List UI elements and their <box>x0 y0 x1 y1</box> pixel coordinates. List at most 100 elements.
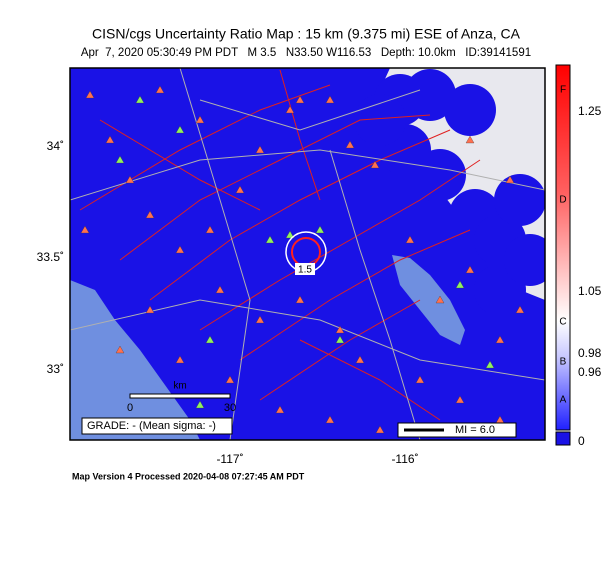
station <box>115 345 125 354</box>
station <box>80 225 90 234</box>
grade-box <box>81 417 233 435</box>
station <box>335 325 345 334</box>
station <box>205 335 215 344</box>
mi-box <box>397 422 517 438</box>
station <box>345 140 355 149</box>
fault <box>299 339 441 421</box>
colorbar-zero <box>555 431 571 446</box>
lon-label: -117˚ <box>216 452 243 466</box>
mi-label: MI = 6.0 <box>455 424 495 436</box>
road <box>329 149 421 440</box>
grade-letter: F <box>560 85 566 96</box>
station <box>285 230 295 239</box>
station <box>495 335 505 344</box>
station <box>145 305 155 314</box>
station <box>195 400 205 409</box>
map-frame <box>69 67 546 441</box>
salton-sea <box>392 255 465 345</box>
fault <box>279 69 321 201</box>
station <box>295 95 305 104</box>
scale-start: 0 <box>127 402 133 414</box>
station <box>265 235 275 244</box>
station <box>415 375 425 384</box>
fault <box>149 129 451 301</box>
fault <box>119 114 431 261</box>
station <box>325 95 335 104</box>
colorbar-label: 1.05 <box>578 284 602 298</box>
station <box>85 90 95 99</box>
station <box>285 105 295 114</box>
contour-label: 1.5 <box>298 265 312 276</box>
scale-unit: km <box>173 381 186 392</box>
station <box>405 235 415 244</box>
colorbar-label: 0.98 <box>578 346 602 360</box>
fault <box>259 299 421 401</box>
colorbar-label: 0 <box>578 434 585 448</box>
station <box>105 135 115 144</box>
fault <box>99 119 261 211</box>
grade-letter: C <box>559 317 566 328</box>
station <box>175 245 185 254</box>
station <box>175 355 185 364</box>
station <box>355 355 365 364</box>
coverage <box>444 84 496 136</box>
station <box>195 115 205 124</box>
station <box>135 95 145 104</box>
station <box>325 415 335 424</box>
coverage <box>414 149 466 201</box>
contour-label-bg <box>295 263 315 275</box>
grade-letter: D <box>559 195 566 206</box>
coverage <box>404 69 456 121</box>
fault <box>199 159 481 331</box>
station <box>125 175 135 184</box>
coverage <box>504 234 545 286</box>
station <box>465 265 475 274</box>
station <box>235 185 245 194</box>
coverage <box>494 174 545 226</box>
station <box>205 225 215 234</box>
footer: Map Version 4 Processed 2020-04-08 07:27… <box>72 471 305 481</box>
coverage <box>394 199 446 251</box>
colorbar-label: 1.25 <box>578 104 602 118</box>
station <box>455 395 465 404</box>
station <box>175 125 185 134</box>
grade-letter: B <box>560 357 567 368</box>
colorbar-label: 0.96 <box>578 365 602 379</box>
ocean <box>70 280 200 440</box>
station <box>225 375 235 384</box>
lat-label: 33.5˚ <box>37 250 64 264</box>
title: CISN/cgs Uncertainty Ratio Map : 15 km (… <box>92 26 521 42</box>
colorbar <box>555 64 571 431</box>
station <box>295 295 305 304</box>
station <box>435 295 445 304</box>
station <box>465 135 475 144</box>
scale-end: 30 <box>224 402 236 414</box>
station <box>255 145 265 154</box>
road <box>70 149 545 201</box>
station <box>215 285 225 294</box>
station <box>370 160 380 169</box>
fault <box>239 229 471 361</box>
station <box>145 210 155 219</box>
station <box>335 335 345 344</box>
lon-label: -116˚ <box>391 452 418 466</box>
station <box>315 225 325 234</box>
station <box>505 175 515 184</box>
station <box>255 315 265 324</box>
road <box>199 89 421 131</box>
station <box>275 405 285 414</box>
scale-bar <box>129 393 231 399</box>
road <box>70 299 545 381</box>
grade-letter: A <box>560 395 567 406</box>
lat-label: 34˚ <box>47 139 64 153</box>
station <box>515 305 525 314</box>
coverage <box>354 94 406 146</box>
station <box>455 280 465 289</box>
map <box>70 68 545 440</box>
road <box>179 68 251 440</box>
subtitle: Apr 7, 2020 05:30:49 PM PDT M 3.5 N33.50… <box>81 47 531 59</box>
station <box>375 425 385 434</box>
grade: GRADE: - (Mean sigma: -) <box>87 420 216 432</box>
station <box>115 155 125 164</box>
